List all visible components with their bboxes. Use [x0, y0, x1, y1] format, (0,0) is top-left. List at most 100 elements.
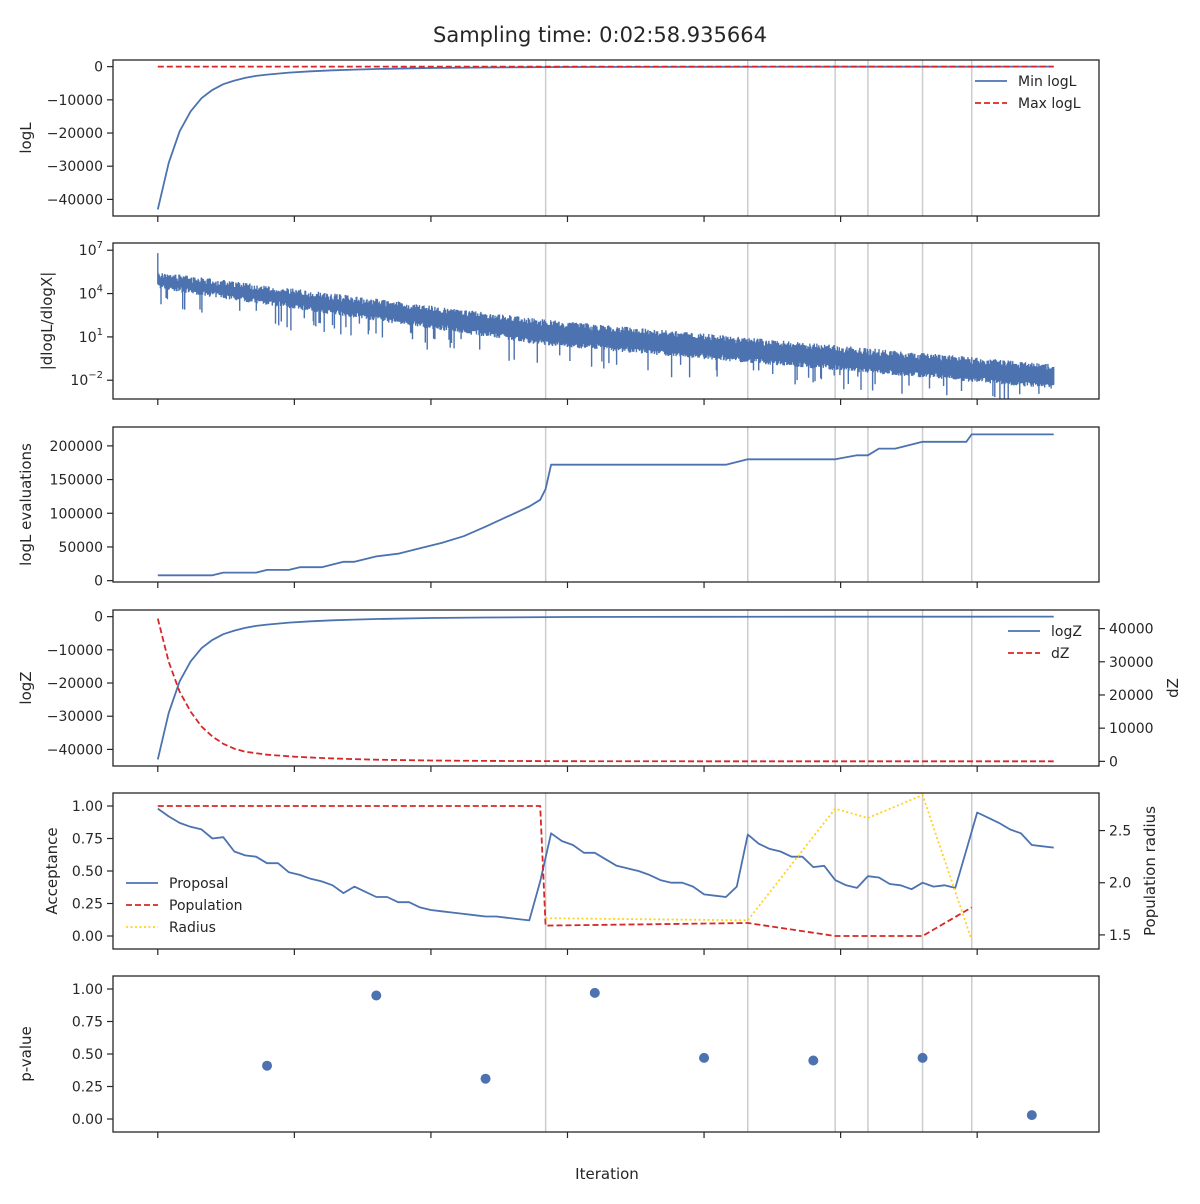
- legend: Min logL Max logL: [975, 74, 1081, 112]
- y-tick-label-3: 100000: [50, 506, 103, 522]
- scatter-point-6: [808, 1055, 819, 1066]
- tick-base: 10: [79, 243, 97, 259]
- plot-area: [262, 976, 1037, 1132]
- figure-title: Sampling time: 0:02:58.935664: [433, 23, 767, 47]
- legend: Proposal Population Radius: [126, 876, 243, 936]
- axes-frame: [112, 59, 1100, 217]
- y-right-axis-label: Population radius: [1141, 806, 1159, 936]
- derivative-trace: [157, 253, 1055, 399]
- y-right-tick-label-2: 10000: [1109, 721, 1154, 737]
- plot-area: [157, 243, 1055, 399]
- y-right-axis-label: dZ: [1164, 678, 1182, 698]
- y-tick-label-2: 104: [79, 284, 103, 303]
- panel-1: 0 −10000 −20000 −30000 −40000 logL Min logL Max…: [17, 59, 1100, 222]
- x-axis-label: Iteration: [575, 1165, 639, 1183]
- scatter-point-1: [262, 1060, 273, 1071]
- series-line-1: [157, 433, 1054, 577]
- y-axis-label: logZ: [17, 671, 35, 704]
- series-line-logz: [156, 615, 1054, 760]
- plot-area: [157, 793, 1054, 949]
- y-tick-label-2: 0.25: [72, 897, 103, 913]
- y-right-tick-label-1: 1.5: [1109, 928, 1131, 944]
- panel-6: 0.00 0.25 0.50 0.75 1.00 p-value: [17, 975, 1100, 1138]
- y-right-tick-label-5: 40000: [1109, 622, 1154, 638]
- y-tick-label-4: −30000: [47, 159, 103, 175]
- y-tick-label-5: 200000: [50, 439, 103, 455]
- scatter-point-7: [917, 1052, 928, 1063]
- y-tick-label-1: 0: [94, 574, 103, 590]
- y-tick-label-5: 1.00: [72, 799, 103, 815]
- scatter-point-8: [1026, 1110, 1037, 1121]
- y-tick-label-2: −10000: [47, 643, 103, 659]
- y-tick-label-2: 50000: [58, 540, 103, 556]
- y-tick-label-2: 0.25: [72, 1080, 103, 1096]
- y-tick-label-5: −40000: [47, 192, 103, 208]
- y-tick-label-4: 150000: [50, 473, 103, 489]
- legend-label-1: logZ: [1051, 624, 1082, 640]
- plot-area: [156, 60, 1054, 216]
- y-tick-label-3: −20000: [47, 676, 103, 692]
- legend-label-2: dZ: [1051, 646, 1069, 662]
- panel-4: 0 −10000 −20000 −30000 −40000 0 10000 20000 3000…: [17, 609, 1182, 772]
- y-right-tick-label-1: 0: [1109, 754, 1118, 770]
- y-right-tick-label-4: 30000: [1109, 655, 1154, 671]
- y-axis-label: |dlogL/dlogX|: [38, 272, 56, 371]
- scatter-point-4: [589, 987, 600, 998]
- axes-frame: [112, 975, 1100, 1133]
- series-line-radius: [545, 794, 973, 941]
- y-tick-label-1: 0.00: [72, 1112, 103, 1128]
- legend-label-2: Max logL: [1018, 96, 1081, 112]
- y-tick-label-2: −10000: [47, 93, 103, 109]
- panel-3: 0 50000 100000 150000 200000 logL evaluations: [17, 426, 1100, 590]
- y-right-tick-label-3: 2.5: [1109, 824, 1131, 840]
- series-line-population: [157, 805, 973, 937]
- y-tick-label-3: −20000: [47, 126, 103, 142]
- y-tick-label-3: 0.50: [72, 1047, 103, 1063]
- series-line-min-logl: [156, 65, 1054, 210]
- y-axis-label: logL evaluations: [17, 443, 35, 566]
- y-tick-label-5: −40000: [47, 742, 103, 758]
- y-tick-label-4: 0.75: [72, 1015, 103, 1031]
- tick-exponent: −2: [88, 370, 103, 381]
- legend: logZ dZ: [1008, 624, 1082, 662]
- tick-base: 10: [79, 287, 97, 303]
- axes-frame: [112, 242, 1100, 400]
- y-right-tick-label-3: 20000: [1109, 688, 1154, 704]
- y-axis-label: p-value: [17, 1026, 35, 1082]
- y-axis-label: Acceptance: [43, 827, 61, 914]
- tick-exponent: 7: [97, 240, 103, 251]
- y-right-tick-label-2: 2.0: [1109, 876, 1131, 892]
- y-tick-label-4: −30000: [47, 709, 103, 725]
- y-tick-label-4: 0.75: [72, 832, 103, 848]
- y-tick-label-5: 1.00: [72, 982, 103, 998]
- scatter-point-3: [480, 1073, 491, 1084]
- scatter-point-5: [699, 1052, 710, 1063]
- series-line-proposal: [157, 807, 1054, 922]
- legend-label-1: Min logL: [1018, 74, 1077, 90]
- tick-exponent: 4: [97, 284, 103, 295]
- series-line-dz: [156, 618, 1054, 763]
- tick-base: 10: [70, 373, 88, 389]
- axes-frame: [112, 426, 1100, 583]
- y-tick-label-1: 0: [94, 60, 103, 76]
- legend-label-3: Radius: [169, 920, 216, 936]
- y-axis-label: logL: [17, 122, 35, 154]
- tick-exponent: 1: [97, 327, 103, 338]
- y-tick-label-3: 101: [79, 327, 103, 346]
- plot-area: [157, 427, 1054, 582]
- tick-base: 10: [79, 330, 97, 346]
- scatter-point-2: [371, 990, 382, 1001]
- plot-area: [156, 610, 1054, 766]
- panel-5: 0.00 0.25 0.50 0.75 1.00 1.5 2.0 2.5 Acceptance P…: [43, 792, 1159, 955]
- y-tick-label-1: 107: [79, 240, 103, 259]
- y-tick-label-3: 0.50: [72, 864, 103, 880]
- legend-label-2: Population: [169, 898, 243, 914]
- legend-label-1: Proposal: [169, 876, 228, 892]
- y-tick-label-1: 0: [94, 610, 103, 626]
- axes-frame: [112, 609, 1100, 767]
- y-tick-label-4: 10−2: [70, 370, 103, 389]
- y-tick-label-1: 0.00: [72, 929, 103, 945]
